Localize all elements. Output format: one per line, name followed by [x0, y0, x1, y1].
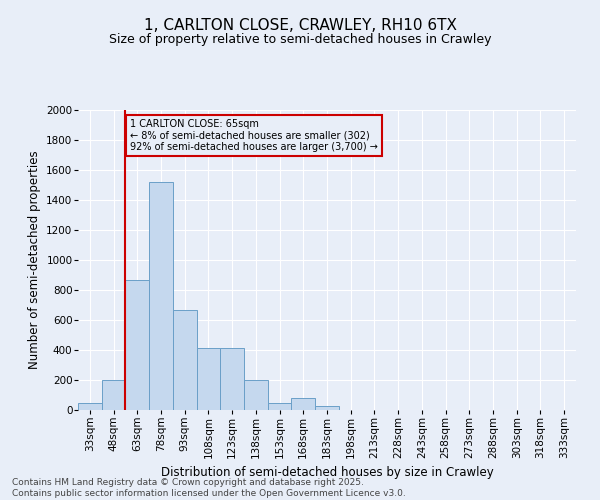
- Bar: [149, 182, 173, 410]
- Bar: [315, 406, 339, 410]
- Bar: [197, 348, 220, 410]
- Bar: [125, 280, 149, 410]
- Bar: [292, 398, 315, 410]
- Text: Contains HM Land Registry data © Crown copyright and database right 2025.
Contai: Contains HM Land Registry data © Crown c…: [12, 478, 406, 498]
- X-axis label: Distribution of semi-detached houses by size in Crawley: Distribution of semi-detached houses by …: [161, 466, 493, 479]
- Text: 1, CARLTON CLOSE, CRAWLEY, RH10 6TX: 1, CARLTON CLOSE, CRAWLEY, RH10 6TX: [143, 18, 457, 32]
- Bar: [268, 402, 292, 410]
- Bar: [102, 380, 125, 410]
- Y-axis label: Number of semi-detached properties: Number of semi-detached properties: [28, 150, 41, 370]
- Text: Size of property relative to semi-detached houses in Crawley: Size of property relative to semi-detach…: [109, 32, 491, 46]
- Text: 1 CARLTON CLOSE: 65sqm
← 8% of semi-detached houses are smaller (302)
92% of sem: 1 CARLTON CLOSE: 65sqm ← 8% of semi-deta…: [130, 119, 378, 152]
- Bar: [244, 380, 268, 410]
- Bar: [220, 348, 244, 410]
- Bar: [78, 402, 102, 410]
- Bar: [173, 310, 197, 410]
